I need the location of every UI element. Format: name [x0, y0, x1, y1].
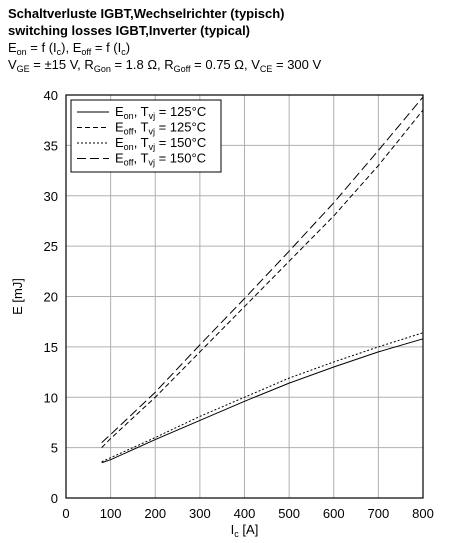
text-part: = ±15 V, R [30, 57, 94, 72]
subscript: vj [148, 127, 155, 137]
text-part: V [8, 57, 17, 72]
x-tick-label: 400 [234, 506, 256, 521]
subscript: on [124, 111, 134, 121]
y-tick-label: 20 [44, 290, 58, 305]
chart-subtitle: Eon = f (Ic), Eoff = f (Ic) [8, 40, 130, 57]
chart-title: switching losses IGBT,Inverter (typical) [8, 23, 250, 38]
subscript: CE [260, 64, 273, 74]
chart-title: Schaltverluste IGBT,Wechselrichter (typi… [8, 6, 284, 21]
subscript: c [121, 47, 126, 57]
text-part: = f (I [27, 40, 57, 55]
text-part: E [115, 120, 124, 135]
subscript: vj [149, 142, 156, 152]
x-tick-label: 700 [368, 506, 390, 521]
subscript: off [124, 127, 134, 137]
y-tick-label: 10 [44, 390, 58, 405]
series-line [101, 96, 424, 443]
subscript: vj [149, 111, 156, 121]
subscript: Gon [94, 64, 111, 74]
text-part: , T [134, 151, 149, 166]
y-tick-label: 5 [51, 441, 58, 456]
legend-label: Eon, Tvj = 150°C [115, 135, 206, 152]
subscript: c [234, 529, 239, 538]
x-tick-label: 100 [100, 506, 122, 521]
subscript: on [124, 142, 134, 152]
legend-label: Eoff, Tvj = 150°C [115, 151, 206, 168]
text-part: = 125°C [155, 104, 206, 119]
y-tick-label: 35 [44, 138, 58, 153]
text-part: E [115, 151, 124, 166]
subscript: off [81, 47, 91, 57]
series-line [101, 338, 424, 464]
text-part: = 150°C [155, 135, 206, 150]
text-part: , T [134, 104, 149, 119]
x-tick-label: 0 [62, 506, 69, 521]
text-part: , T [134, 135, 149, 150]
series-line [101, 109, 424, 448]
text-part: = 1.8 Ω, R [111, 57, 174, 72]
chart-subtitle: VGE = ±15 V, RGon = 1.8 Ω, RGoff = 0.75 … [8, 57, 322, 74]
legend-label: Eoff, Tvj = 125°C [115, 120, 206, 137]
series-line [101, 332, 424, 463]
y-tick-label: 30 [44, 189, 58, 204]
text-part: = 0.75 Ω, V [191, 57, 261, 72]
subscript: Goff [174, 64, 191, 74]
x-tick-label: 800 [412, 506, 434, 521]
text-part: I [231, 522, 235, 537]
text-part: , T [134, 120, 149, 135]
legend-label: Eon, Tvj = 125°C [115, 104, 206, 121]
text-part: ), E [61, 40, 82, 55]
subscript: GE [17, 64, 30, 74]
x-tick-label: 500 [278, 506, 300, 521]
text-part: E [115, 104, 124, 119]
text-part: E [8, 40, 17, 55]
x-tick-label: 600 [323, 506, 345, 521]
text-part: = f (I [91, 40, 121, 55]
y-tick-label: 40 [44, 88, 58, 103]
y-tick-label: 0 [51, 491, 58, 506]
subscript: off [124, 158, 134, 168]
plot-frame [65, 94, 424, 499]
text-part: = 125°C [155, 120, 206, 135]
x-axis-label: Ic [A] [231, 522, 259, 538]
subscript: on [17, 47, 27, 57]
text-part: ) [126, 40, 130, 55]
y-tick-label: 25 [44, 239, 58, 254]
subscript: c [57, 47, 62, 57]
x-tick-label: 200 [144, 506, 166, 521]
y-axis-label: E [mJ] [10, 278, 25, 315]
text-part: = 300 V [272, 57, 321, 72]
y-tick-label: 15 [44, 340, 58, 355]
text-part: [A] [239, 522, 259, 537]
x-tick-label: 300 [189, 506, 211, 521]
text-part: = 150°C [155, 151, 206, 166]
subscript: vj [148, 158, 155, 168]
text-part: E [115, 135, 124, 150]
